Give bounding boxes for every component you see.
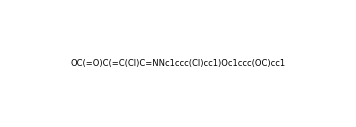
Text: OC(=O)C(=C(Cl)C=NNc1ccc(Cl)cc1)Oc1ccc(OC)cc1: OC(=O)C(=C(Cl)C=NNc1ccc(Cl)cc1)Oc1ccc(OC… bbox=[70, 59, 286, 68]
